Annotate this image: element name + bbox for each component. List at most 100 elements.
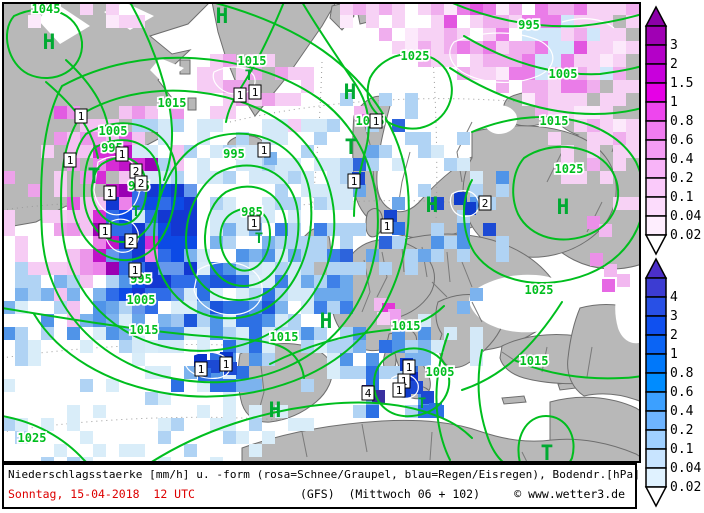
precip-cell	[613, 54, 626, 67]
low-center-label: T	[541, 441, 554, 463]
precip-cell	[340, 340, 353, 353]
precip-cell	[587, 132, 600, 145]
precip-cell	[288, 119, 301, 132]
precip-cell	[67, 418, 80, 431]
precip-cell	[54, 106, 67, 119]
precip-cell	[366, 2, 379, 15]
precip-cell	[470, 15, 483, 28]
precip-cell	[613, 2, 626, 15]
precip-cell	[340, 197, 353, 210]
precip-cell	[275, 314, 288, 327]
precip-cell	[41, 210, 54, 223]
precip-cell	[587, 158, 600, 171]
precip-cell	[106, 327, 119, 340]
precip-cell	[80, 457, 93, 463]
precip-cell	[249, 301, 262, 314]
precip-cell	[574, 2, 587, 15]
precip-cell	[509, 2, 522, 15]
precip-cell	[67, 288, 80, 301]
precip-cell	[379, 366, 392, 379]
precip-cell	[119, 197, 132, 210]
precip-cell	[184, 444, 197, 457]
precip-cell	[171, 171, 184, 184]
precip-max-value: 1	[237, 89, 244, 102]
precip-cell	[561, 28, 574, 41]
precip-cell	[314, 132, 327, 145]
precip-cell	[600, 41, 613, 54]
precip-cell	[314, 301, 327, 314]
precip-cell	[574, 80, 587, 93]
precip-cell	[574, 171, 587, 184]
precip-cell	[171, 223, 184, 236]
precip-cell	[15, 340, 28, 353]
precip-cell	[132, 288, 145, 301]
precip-cell	[119, 15, 132, 28]
precip-cell	[431, 145, 444, 158]
precip-cell	[444, 28, 457, 41]
snow-scale-swatch	[645, 196, 667, 217]
precip-cell	[93, 158, 106, 171]
precip-cell	[171, 275, 184, 288]
rain-scale-tick-label: 0.04	[670, 461, 701, 476]
precip-cell	[454, 192, 467, 205]
precip-cell	[54, 444, 67, 457]
snow-scale-tick-label: 1.5	[670, 76, 693, 91]
precip-cell	[509, 67, 522, 80]
precip-cell	[54, 132, 67, 145]
precip-cell	[483, 223, 496, 236]
precip-cell	[236, 145, 249, 158]
precip-cell	[314, 197, 327, 210]
precip-cell	[210, 171, 223, 184]
precip-cell	[301, 379, 314, 392]
snow-scale-tick-label: 2	[670, 57, 678, 72]
precip-cell	[392, 15, 405, 28]
precip-cell	[431, 15, 444, 28]
precip-cell	[158, 132, 171, 145]
precip-cell	[587, 106, 600, 119]
precip-cell	[171, 145, 184, 158]
snow-graupel-scale: 3 2 1.5 1 0.8 0.6 0.4 0.2 0.1 0.04 0.02	[644, 5, 701, 256]
precip-cell	[405, 340, 418, 353]
precip-cell	[15, 327, 28, 340]
precip-cell	[613, 67, 626, 80]
precip-max-value: 1	[251, 217, 258, 230]
isobar-label: 1015	[520, 354, 549, 368]
precip-cell	[119, 444, 132, 457]
precip-cell	[236, 288, 249, 301]
rain-scale-tick-label: 3	[670, 309, 678, 324]
precip-cell	[158, 327, 171, 340]
rain-scale-tick-label: 0.8	[670, 366, 693, 381]
precip-max-value: 1	[78, 110, 85, 123]
precip-cell	[275, 301, 288, 314]
precip-cell	[158, 457, 171, 463]
precip-cell	[236, 210, 249, 223]
precip-cell	[93, 327, 106, 340]
precip-cell	[470, 327, 483, 340]
precip-cell	[431, 340, 444, 353]
precip-cell	[249, 353, 262, 366]
precip-cell	[249, 171, 262, 184]
precip-cell	[80, 2, 93, 15]
precip-cell	[158, 197, 171, 210]
precip-max-box	[257, 142, 271, 158]
precip-cell	[197, 158, 210, 171]
snow-scale-tick-label: 0.8	[670, 114, 693, 129]
precip-max-box	[219, 356, 233, 372]
precip-cell	[301, 119, 314, 132]
precip-cell	[353, 223, 366, 236]
rain-scale-swatch	[645, 391, 667, 412]
precip-cell	[223, 171, 236, 184]
country-borders	[257, 121, 623, 463]
high-center-label: H	[269, 398, 282, 422]
isobar-label: 1005	[127, 293, 156, 307]
precip-cell	[236, 301, 249, 314]
precip-cell	[158, 249, 171, 262]
precip-max-box	[392, 382, 406, 398]
precip-cell	[617, 274, 630, 287]
precip-cell	[418, 184, 431, 197]
precip-cell	[548, 80, 561, 93]
precip-cell	[249, 249, 262, 262]
precip-cell	[496, 41, 509, 54]
precip-cell	[210, 210, 223, 223]
precip-cell	[28, 275, 41, 288]
